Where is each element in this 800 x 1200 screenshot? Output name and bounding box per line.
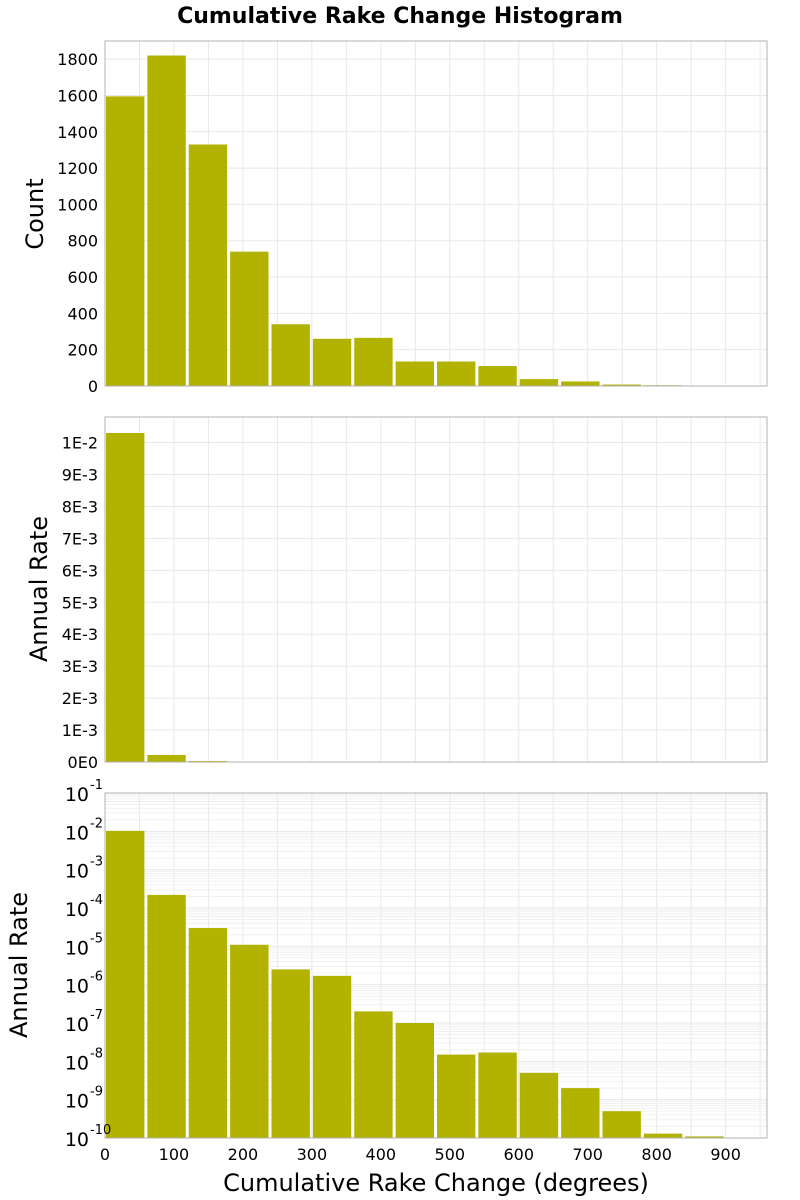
- rate-linear-y-axis-label: Annual Rate: [25, 516, 53, 662]
- x-axis-label: Cumulative Rake Change (degrees): [223, 1169, 649, 1197]
- rate-log-y-tick-exponent: -6: [90, 970, 103, 985]
- rate-log-bar: [685, 1136, 724, 1138]
- x-tick-label: 100: [159, 1145, 190, 1164]
- chart-title: Cumulative Rake Change Histogram: [177, 4, 623, 29]
- rate-log-y-tick-label: 10: [65, 1129, 89, 1151]
- count-bar: [147, 55, 186, 387]
- count-y-tick-label: 1800: [57, 50, 98, 69]
- rate-log-bar: [271, 969, 310, 1138]
- rate-linear-y-tick-label: 7E-3: [62, 529, 98, 548]
- count-y-tick-label: 1400: [57, 123, 98, 142]
- rate-log-bar: [312, 975, 352, 1138]
- count-bar: [519, 379, 559, 386]
- count-panel-frame: [104, 40, 768, 387]
- count-y-tick-label: 1000: [57, 195, 98, 214]
- rate-linear-y-tick-label: 3E-3: [62, 657, 98, 676]
- rate-log-bar: [561, 1088, 600, 1138]
- count-bar: [188, 144, 228, 386]
- rate-log-panel-frame: [104, 792, 768, 1139]
- x-tick-label: 800: [641, 1145, 672, 1164]
- x-tick-label: 0: [100, 1145, 110, 1164]
- rate-log-y-tick-label: 10: [65, 1091, 89, 1113]
- rate-linear-y-tick-label: 6E-3: [62, 561, 98, 580]
- rate-log-bar: [147, 894, 186, 1138]
- rate-linear-y-tick-label: 1E-2: [62, 434, 98, 453]
- rate-linear-y-tick-label: 2E-3: [62, 689, 98, 708]
- rate-log-bar: [478, 1052, 517, 1138]
- x-tick-label: 600: [503, 1145, 534, 1164]
- rate-log-y-tick-label: 10: [65, 976, 89, 998]
- rate-log-y-tick-exponent: -10: [90, 1123, 111, 1138]
- count-y-tick-label: 600: [67, 268, 98, 287]
- count-y-tick-label: 200: [67, 341, 98, 360]
- rate-linear-bar: [147, 754, 186, 762]
- count-y-tick-label: 0: [88, 377, 98, 396]
- count-bar: [354, 337, 393, 386]
- count-bar: [395, 361, 434, 386]
- rate-log-y-tick-exponent: -3: [90, 855, 103, 870]
- rate-linear-y-tick-label: 0E0: [68, 753, 98, 772]
- rate-linear-y-tick-label: 8E-3: [62, 497, 98, 516]
- count-bar: [437, 361, 476, 386]
- rate-log-y-tick-label: 10: [65, 937, 89, 959]
- rate-linear-y-tick-label: 5E-3: [62, 593, 98, 612]
- count-y-tick-label: 1200: [57, 159, 98, 178]
- x-tick-label: 300: [297, 1145, 328, 1164]
- rate-log-y-tick-exponent: -4: [90, 893, 103, 908]
- rate-log-y-tick-exponent: -1: [90, 778, 103, 793]
- x-tick-label: 400: [366, 1145, 397, 1164]
- rate-log-y-tick-label: 10: [65, 861, 89, 883]
- count-y-tick-label: 800: [67, 232, 98, 251]
- rate-linear-y-tick-label: 1E-3: [62, 721, 98, 740]
- rate-log-y-axis-label: Annual Rate: [5, 892, 33, 1038]
- rate-linear-y-tick-label: 9E-3: [62, 466, 98, 485]
- x-tick-label: 200: [228, 1145, 259, 1164]
- rate-linear-y-tick-label: 4E-3: [62, 625, 98, 644]
- x-tick-label: 500: [435, 1145, 466, 1164]
- rate-linear-panel: 0E0 1E-3 2E-3 3E-3 4E-3 5E-3 6E-3 7E-3 8E-3 9E-3 1…: [25, 416, 768, 772]
- rate-linear-bar: [106, 432, 145, 762]
- count-bar: [106, 96, 145, 386]
- rate-log-y-tick-label: 10: [65, 899, 89, 921]
- rate-log-bar: [395, 1023, 434, 1138]
- rate-log-y-tick-label: 10: [65, 1052, 89, 1074]
- count-bar: [271, 324, 310, 386]
- rate-log-bar: [106, 830, 145, 1138]
- count-y-axis-label: Count: [21, 178, 49, 249]
- rate-log-bar: [354, 1011, 393, 1138]
- count-y-tick-label: 400: [67, 304, 98, 323]
- x-tick-label: 900: [710, 1145, 741, 1164]
- x-tick-label: 700: [572, 1145, 603, 1164]
- count-bar: [230, 251, 269, 386]
- rate-log-bar: [188, 928, 228, 1138]
- rate-log-bar: [643, 1133, 683, 1138]
- rate-log-y-tick-label: 10: [65, 784, 89, 806]
- rate-log-y-tick-exponent: -5: [90, 931, 103, 946]
- rate-log-bar: [519, 1072, 559, 1138]
- rate-log-bar: [230, 944, 269, 1138]
- rate-log-y-tick-label: 10: [65, 1014, 89, 1036]
- count-y-tick-label: 1600: [57, 86, 98, 105]
- rate-log-y-tick-exponent: -8: [90, 1046, 103, 1061]
- rate-linear-panel-frame: [104, 416, 768, 763]
- rate-log-bar: [437, 1054, 476, 1138]
- rate-log-y-tick-exponent: -2: [90, 816, 103, 831]
- rate-log-y-tick-exponent: -9: [90, 1085, 103, 1100]
- count-bar: [478, 366, 517, 386]
- count-bar: [312, 338, 352, 386]
- count-panel: 0 200 400 600 800 1000 1200 1400 1600 1800 Count: [21, 40, 768, 396]
- count-bar: [602, 384, 641, 386]
- rate-log-y-tick-label: 10: [65, 822, 89, 844]
- count-bar: [561, 381, 600, 386]
- rate-log-bar: [602, 1111, 641, 1138]
- rate-log-y-tick-exponent: -7: [90, 1008, 103, 1023]
